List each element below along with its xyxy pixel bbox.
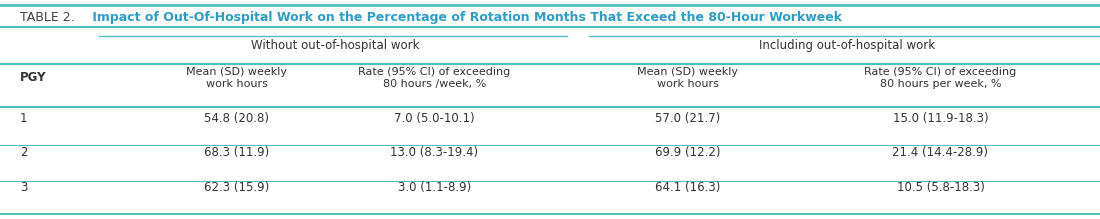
Text: Mean (SD) weekly
work hours: Mean (SD) weekly work hours bbox=[186, 67, 287, 89]
Text: Impact of Out-Of-Hospital Work on the Percentage of Rotation Months That Exceed : Impact of Out-Of-Hospital Work on the Pe… bbox=[88, 11, 842, 24]
Text: 69.9 (12.2): 69.9 (12.2) bbox=[654, 146, 720, 159]
Text: 3.0 (1.1-8.9): 3.0 (1.1-8.9) bbox=[398, 181, 471, 194]
Text: 64.1 (16.3): 64.1 (16.3) bbox=[654, 181, 720, 194]
Text: TABLE 2.: TABLE 2. bbox=[20, 11, 75, 24]
Text: Mean (SD) weekly
work hours: Mean (SD) weekly work hours bbox=[637, 67, 738, 89]
Text: 68.3 (11.9): 68.3 (11.9) bbox=[204, 146, 270, 159]
Text: Rate (95% CI) of exceeding
80 hours /week, %: Rate (95% CI) of exceeding 80 hours /wee… bbox=[359, 67, 510, 89]
Text: Including out-of-hospital work: Including out-of-hospital work bbox=[759, 39, 935, 52]
Text: Rate (95% CI) of exceeding
80 hours per week, %: Rate (95% CI) of exceeding 80 hours per … bbox=[865, 67, 1016, 89]
Text: 62.3 (15.9): 62.3 (15.9) bbox=[204, 181, 270, 194]
Text: 21.4 (14.4-28.9): 21.4 (14.4-28.9) bbox=[892, 146, 989, 159]
Text: 7.0 (5.0-10.1): 7.0 (5.0-10.1) bbox=[394, 112, 475, 125]
Text: 54.8 (20.8): 54.8 (20.8) bbox=[204, 112, 270, 125]
Text: 3: 3 bbox=[20, 181, 28, 194]
Text: Without out-of-hospital work: Without out-of-hospital work bbox=[251, 39, 420, 52]
Text: 1: 1 bbox=[20, 112, 28, 125]
Text: PGY: PGY bbox=[20, 71, 46, 84]
Text: 57.0 (21.7): 57.0 (21.7) bbox=[654, 112, 720, 125]
Text: 2: 2 bbox=[20, 146, 28, 159]
Text: 13.0 (8.3-19.4): 13.0 (8.3-19.4) bbox=[390, 146, 478, 159]
Text: 10.5 (5.8-18.3): 10.5 (5.8-18.3) bbox=[896, 181, 984, 194]
Text: 15.0 (11.9-18.3): 15.0 (11.9-18.3) bbox=[893, 112, 988, 125]
